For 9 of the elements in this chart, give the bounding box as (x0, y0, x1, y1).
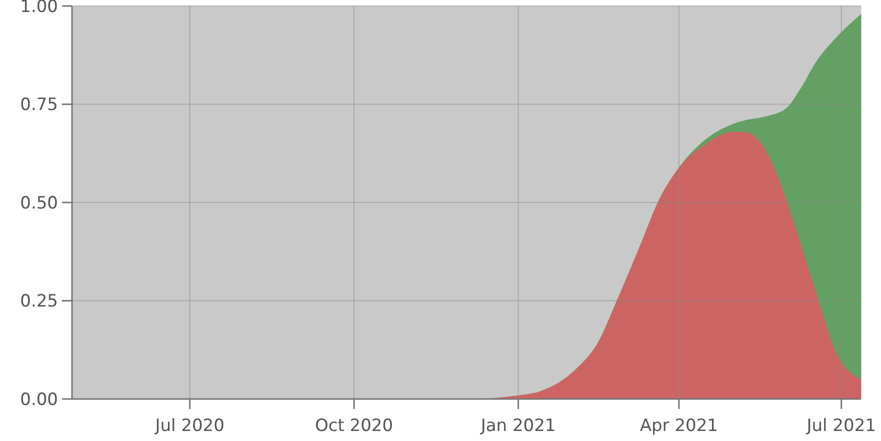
y-tick-label: 0.25 (20, 292, 58, 312)
y-tick-label: 0.50 (20, 193, 58, 214)
x-tick-label: Apr 2021 (640, 416, 718, 436)
x-tick-label: Jul 2020 (154, 416, 224, 436)
x-tick-label: Jul 2021 (806, 416, 876, 436)
y-tick-label: 0.75 (20, 95, 58, 116)
y-tick-label: 0.00 (20, 390, 58, 410)
x-tick-label: Jan 2021 (480, 416, 556, 436)
x-tick-label: Oct 2020 (315, 416, 394, 436)
